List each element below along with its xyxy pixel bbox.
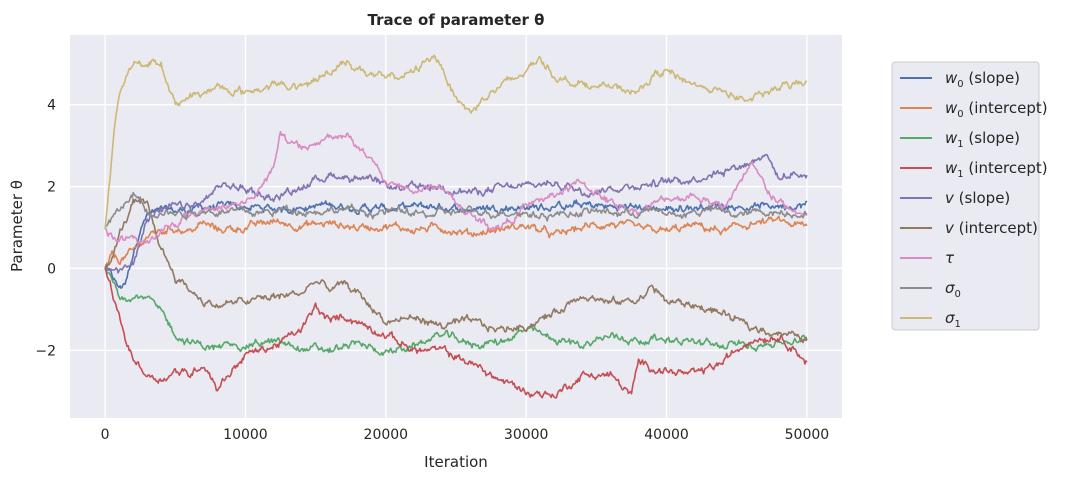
chart-title: Trace of parameter θ <box>368 11 545 29</box>
legend-label-text: (intercept) <box>964 99 1048 117</box>
series-line <box>104 131 808 245</box>
legend-label: v (slope) <box>945 189 1010 207</box>
series-line <box>104 191 808 228</box>
series-line <box>104 153 808 274</box>
axis-ticks: 0 10000 20000 30000 40000 50000 −2 0 2 4 <box>35 98 829 443</box>
series-line <box>104 199 808 290</box>
legend-label-text: (slope) <box>964 129 1020 147</box>
y-axis-label: Parameter θ <box>8 180 26 272</box>
series-line <box>104 215 808 269</box>
series-line <box>104 54 808 230</box>
x-tick-label: 20000 <box>364 427 409 443</box>
legend-label-subscript: 0 <box>957 79 963 90</box>
legend-label-symbol: w <box>945 69 958 87</box>
legend-label-symbol: w <box>945 129 958 147</box>
series-line <box>104 267 808 356</box>
series-line <box>104 198 808 344</box>
legend-label-subscript: 0 <box>955 289 961 300</box>
y-tick-label: 2 <box>47 180 56 196</box>
y-tick-label: −2 <box>35 343 56 359</box>
legend-label-symbol: τ <box>945 249 955 267</box>
legend-label-symbol: σ <box>945 309 955 327</box>
legend-label-text: (slope) <box>964 69 1020 87</box>
legend-label-symbol: v <box>945 189 955 207</box>
legend-label: w1 (slope) <box>945 129 1020 150</box>
legend-label-subscript: 0 <box>957 109 963 120</box>
series-line <box>104 268 808 399</box>
x-tick-label: 40000 <box>644 427 689 443</box>
legend-label-text: (slope) <box>954 189 1010 207</box>
legend-label-subscript: 1 <box>957 139 963 150</box>
legend-label-symbol: w <box>945 159 958 177</box>
legend-label: σ0 <box>945 279 961 300</box>
legend-label-subscript: 1 <box>957 169 963 180</box>
legend-label: w1 (intercept) <box>945 159 1048 180</box>
legend-label-symbol: v <box>945 219 955 237</box>
legend-label: σ1 <box>945 309 961 330</box>
x-tick-label: 50000 <box>785 427 830 443</box>
x-tick-label: 30000 <box>504 427 549 443</box>
legend: w0 (slope)w0 (intercept)w1 (slope)w1 (in… <box>891 61 1048 331</box>
legend-label: w0 (slope) <box>945 69 1020 90</box>
legend-label: v (intercept) <box>945 219 1038 237</box>
x-tick-label: 0 <box>101 427 110 443</box>
legend-box <box>891 61 1040 331</box>
series-lines <box>104 54 808 399</box>
y-tick-label: 4 <box>47 98 56 114</box>
y-tick-label: 0 <box>47 261 56 277</box>
legend-label-text: (intercept) <box>964 159 1048 177</box>
x-axis-label: Iteration <box>424 453 488 471</box>
legend-label-subscript: 1 <box>955 319 961 330</box>
legend-label: w0 (intercept) <box>945 99 1048 120</box>
legend-label-text: (intercept) <box>954 219 1038 237</box>
legend-label: τ <box>945 249 955 267</box>
x-tick-label: 10000 <box>223 427 268 443</box>
legend-label-symbol: σ <box>945 279 955 297</box>
plot-area <box>70 35 842 418</box>
legend-label-symbol: w <box>945 99 958 117</box>
